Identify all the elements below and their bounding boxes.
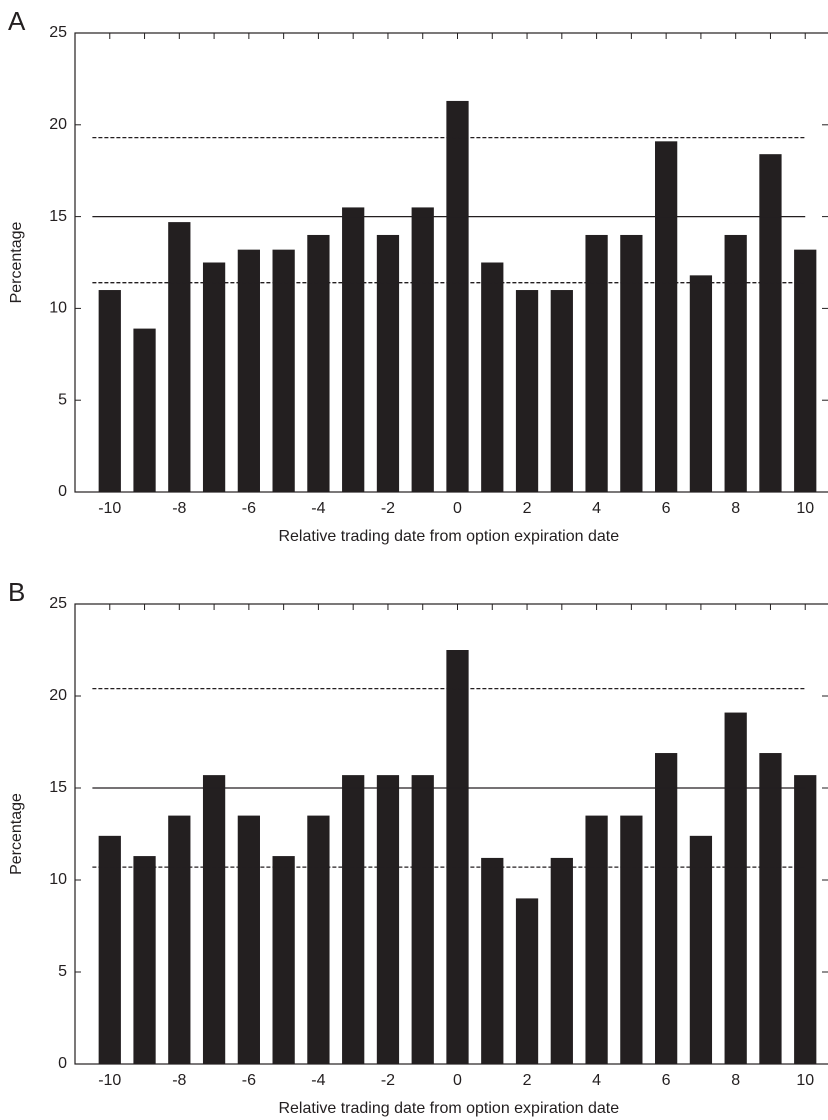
bar [515, 898, 539, 1064]
y-tick-label: 10 [49, 871, 67, 888]
bar [98, 835, 121, 1064]
y-tick-label: 15 [49, 779, 67, 796]
bar [724, 712, 747, 1064]
x-axis-label: Relative trading date from option expira… [278, 528, 619, 545]
bar [689, 835, 713, 1064]
bar [237, 815, 260, 1064]
bar [515, 290, 539, 492]
x-tick-label: -10 [98, 1072, 121, 1089]
y-axis-label: Percentage [8, 221, 25, 303]
x-tick-label: -8 [172, 1072, 186, 1089]
bar [446, 100, 469, 492]
x-tick-label: 8 [731, 1072, 740, 1089]
y-tick-label: 25 [49, 24, 67, 41]
y-tick-label: 20 [49, 687, 67, 704]
bar [655, 141, 678, 492]
bar [759, 154, 782, 492]
bar [550, 857, 573, 1064]
bar [168, 222, 191, 492]
bar [168, 815, 191, 1064]
x-tick-label: -2 [381, 1072, 395, 1089]
x-tick-label: -4 [311, 500, 325, 517]
bar [376, 775, 400, 1064]
bar [481, 857, 504, 1064]
x-tick-label: 4 [592, 500, 601, 517]
x-tick-label: -8 [172, 500, 186, 517]
y-tick-label: 10 [49, 300, 67, 317]
bar [620, 815, 643, 1064]
y-axis-label: Percentage [8, 793, 25, 875]
panel-label: B [8, 577, 25, 607]
y-tick-label: 25 [49, 595, 67, 612]
bar [342, 207, 365, 493]
bar [133, 856, 156, 1064]
bar [98, 290, 121, 492]
bar [202, 262, 226, 492]
x-tick-label: 10 [796, 500, 814, 517]
bar [481, 262, 504, 492]
y-tick-label: 5 [58, 391, 67, 408]
bar [133, 328, 156, 492]
x-tick-label: -6 [242, 500, 256, 517]
bar [202, 775, 226, 1064]
bar [794, 775, 817, 1064]
x-tick-label: 2 [523, 500, 532, 517]
bar [585, 234, 608, 492]
x-tick-label: 2 [523, 1072, 532, 1089]
x-tick-label: -10 [98, 500, 121, 517]
x-tick-label: 6 [662, 1072, 671, 1089]
bar [342, 775, 365, 1064]
bar [237, 249, 260, 492]
bar [307, 234, 330, 492]
x-tick-label: 4 [592, 1072, 601, 1089]
bar [689, 275, 713, 492]
bar [585, 815, 608, 1064]
y-tick-label: 20 [49, 116, 67, 133]
bar [376, 234, 400, 492]
x-axis-label: Relative trading date from option expira… [278, 1100, 619, 1117]
x-tick-label: 10 [796, 1072, 814, 1089]
bar [550, 290, 573, 492]
bar [620, 234, 643, 492]
x-tick-label: 0 [453, 500, 462, 517]
x-tick-label: 8 [731, 500, 740, 517]
y-tick-label: 5 [58, 963, 67, 980]
x-tick-label: -2 [381, 500, 395, 517]
bar [794, 249, 817, 492]
bar [411, 207, 434, 493]
bar [724, 234, 747, 492]
bar [411, 775, 434, 1064]
bar [307, 815, 330, 1064]
panel-label: A [8, 6, 26, 36]
bar [759, 753, 782, 1064]
bar [446, 650, 469, 1064]
bar [272, 856, 295, 1064]
bar [655, 753, 678, 1064]
x-tick-label: 6 [662, 500, 671, 517]
y-tick-label: 15 [49, 208, 67, 225]
y-tick-label: 0 [58, 1055, 67, 1072]
y-tick-label: 0 [58, 483, 67, 500]
x-tick-label: 0 [453, 1072, 462, 1089]
x-tick-label: -6 [242, 1072, 256, 1089]
x-tick-label: -4 [311, 1072, 325, 1089]
bar [272, 249, 295, 492]
